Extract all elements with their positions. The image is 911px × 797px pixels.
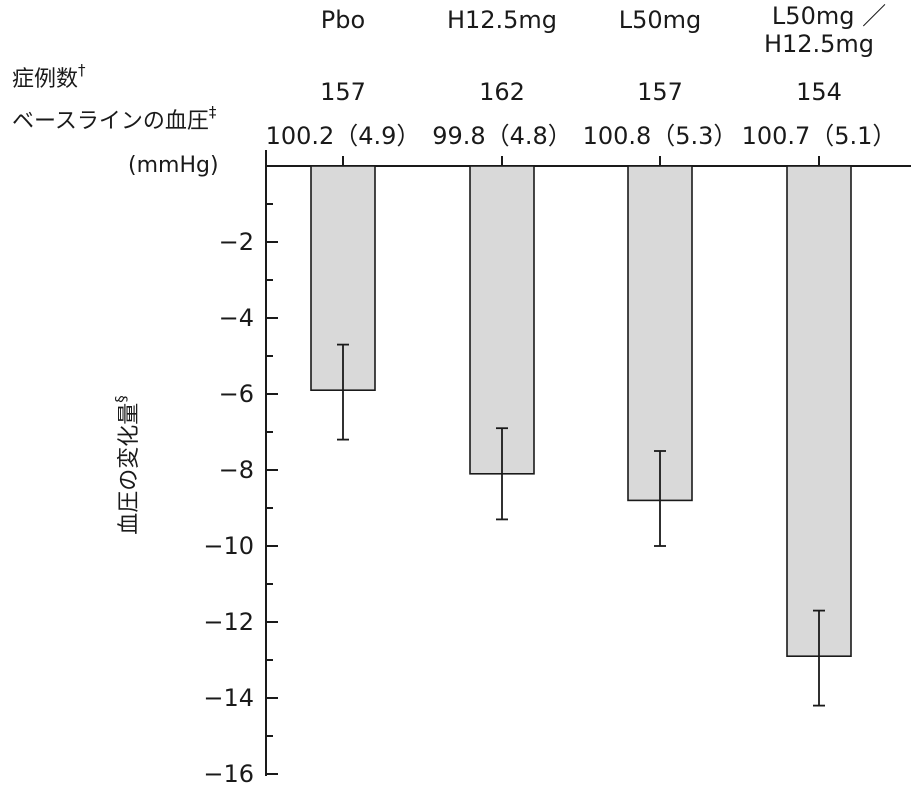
y-axis-title: 血圧の変化量§ bbox=[112, 395, 142, 535]
n-value: 157 bbox=[320, 78, 366, 106]
y-tick-label: −14 bbox=[203, 684, 254, 712]
category-label: L50mg ／ bbox=[772, 2, 886, 30]
bar bbox=[469, 165, 535, 475]
n-value: 154 bbox=[796, 78, 842, 106]
y-axis-title-group: 血圧の変化量§ bbox=[112, 395, 142, 535]
bars bbox=[310, 165, 852, 707]
n-row-mark: † bbox=[78, 61, 86, 79]
category-label: L50mg bbox=[619, 6, 702, 34]
y-tick-label: −16 bbox=[203, 760, 254, 788]
y-tick-label: −6 bbox=[219, 380, 254, 408]
y-axis-title-mark: § bbox=[112, 395, 130, 403]
y-tick-label: −2 bbox=[219, 228, 254, 256]
category-label: Pbo bbox=[321, 6, 365, 34]
baseline-row-mark: ‡ bbox=[209, 103, 217, 121]
column-headers: Pbo 157 100.2（4.9） H12.5mg 162 99.8（4.8） L50mg… bbox=[266, 2, 897, 166]
n-row-label: 症例数† bbox=[12, 61, 86, 92]
bar bbox=[786, 165, 852, 658]
n-value: 157 bbox=[637, 78, 683, 106]
baseline-value: 100.2（4.9） bbox=[266, 122, 421, 150]
y-axis-ticks: −2 −4 −6 −8 −10 −12 −14 −16 bbox=[203, 203, 278, 788]
baseline-value: 100.7（5.1） bbox=[742, 122, 897, 150]
baseline-value: 99.8（4.8） bbox=[432, 122, 572, 150]
category-label: H12.5mg bbox=[447, 6, 557, 34]
baseline-value: 100.8（5.3） bbox=[583, 122, 738, 150]
bar bbox=[627, 165, 693, 502]
baseline-unit-label: (mmHg) bbox=[128, 153, 219, 178]
y-tick-label: −4 bbox=[219, 304, 254, 332]
baseline-row-label: ベースラインの血圧‡ bbox=[12, 103, 217, 134]
category-label: H12.5mg bbox=[764, 30, 874, 58]
y-tick-label: −8 bbox=[219, 456, 254, 484]
y-tick-label: −12 bbox=[203, 608, 254, 636]
n-value: 162 bbox=[479, 78, 525, 106]
y-tick-label: −10 bbox=[203, 532, 254, 560]
